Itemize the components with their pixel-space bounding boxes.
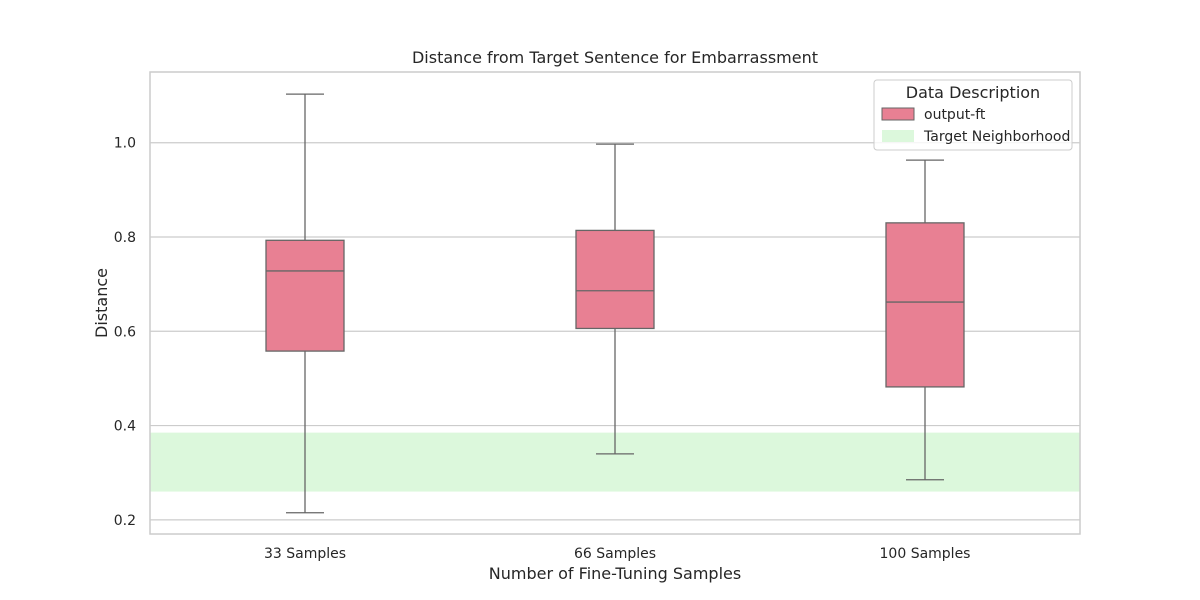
x-tick-labels: 33 Samples 66 Samples 100 Samples: [264, 546, 971, 562]
legend-frame: [873, 79, 1073, 151]
y-tick-label: 0.4: [114, 419, 136, 435]
x-tick-label: 66 Samples: [574, 546, 656, 562]
legend-title: Data Description: [906, 83, 1040, 102]
legend: Data Description output-ft Target Neighb…: [873, 79, 1073, 151]
y-tick-label: 0.8: [114, 230, 136, 246]
plot-frame: [149, 71, 1081, 535]
y-tick-labels: 0.2 0.4 0.6 0.8 1.0: [114, 136, 136, 529]
legend-label-target-neighborhood: Target Neighborhood: [923, 129, 1070, 145]
y-tick-label: 0.6: [114, 324, 136, 340]
y-axis-title: Distance: [92, 268, 111, 338]
box-iqr: [575, 229, 655, 330]
y-tick-label: 1.0: [114, 136, 136, 152]
box-layer: [265, 93, 965, 514]
y-tick-label: 0.2: [114, 513, 136, 529]
x-tick-label: 33 Samples: [264, 546, 346, 562]
legend-label-output-ft: output-ft: [924, 107, 986, 123]
legend-swatch-target-neighborhood: [882, 130, 914, 142]
box-iqr: [885, 222, 965, 388]
legend-swatch-output-ft: [881, 107, 915, 121]
x-tick-label: 100 Samples: [880, 546, 971, 562]
box-iqr: [265, 239, 345, 352]
x-axis-title: Number of Fine-Tuning Samples: [489, 564, 741, 583]
chart-title: Distance from Target Sentence for Embarr…: [412, 48, 818, 67]
